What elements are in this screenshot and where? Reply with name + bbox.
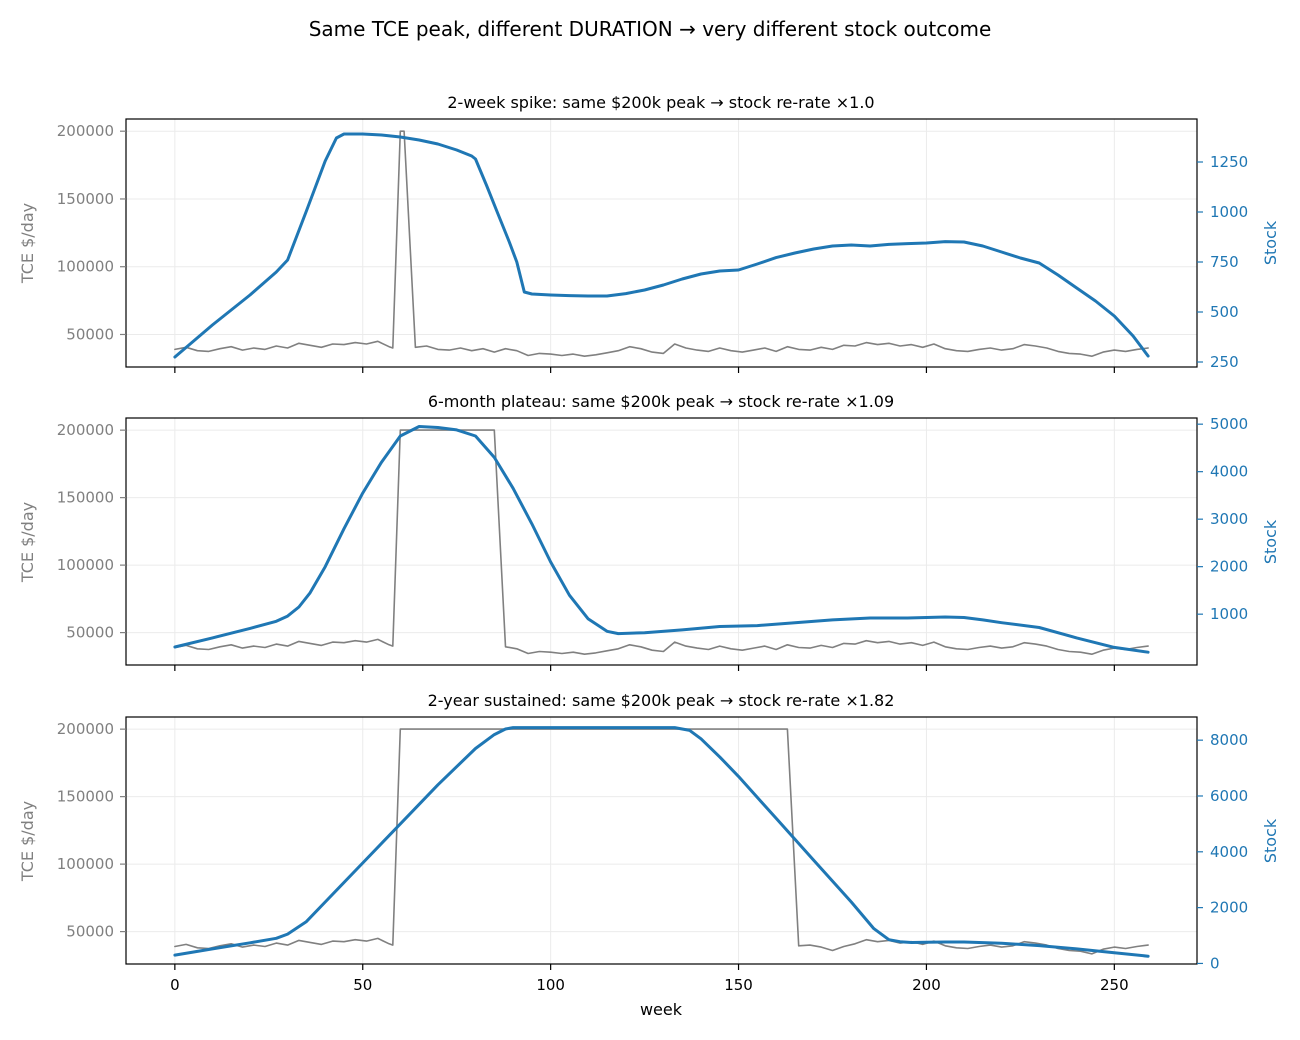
panel-title: 2-year sustained: same $200k peak → stoc… [428,691,895,710]
y-tick-label-right: 500 [1210,303,1239,321]
tce-series-line [174,728,1149,955]
x-tick-label: 250 [1100,976,1129,994]
x-tick-label: 200 [912,976,941,994]
y-tick-label-right: 1250 [1210,153,1248,171]
y-tick-label-right: 750 [1210,253,1239,271]
x-tick-label: 0 [170,976,180,994]
y-tick-label-left: 50000 [66,923,114,941]
y-tick-label-right: 3000 [1210,510,1248,528]
x-tick-label: 100 [536,976,565,994]
stock-series-line [173,425,1150,654]
panel-2-year-sustained: 2-year sustained: same $200k peak → stoc… [18,691,1280,994]
y-tick-label-left: 150000 [57,788,114,806]
y-tick-label-left: 100000 [57,258,114,276]
x-axis-label: week [640,1000,683,1019]
figure-title: Same TCE peak, different DURATION → very… [309,17,992,41]
y-tick-label-right: 2000 [1210,558,1248,576]
y-tick-label-right: 2000 [1210,899,1248,917]
y-tick-label-right: 4000 [1210,463,1248,481]
panel-6-month-plateau: 6-month plateau: same $200k peak → stock… [18,392,1280,671]
y-tick-label-left: 100000 [57,855,114,873]
x-tick-label: 150 [724,976,753,994]
y-tick-label-right: 1000 [1210,605,1248,623]
plot-frame [125,118,1198,368]
plot-frame [125,417,1198,666]
x-tick-label: 50 [353,976,372,994]
y-tick-label-left: 200000 [57,720,114,738]
tce-series-line [174,429,1149,655]
y-axis-label-left: TCE $/day [18,801,37,882]
panel-title: 2-week spike: same $200k peak → stock re… [447,93,874,112]
y-axis-label-right: Stock [1261,818,1280,863]
y-tick-label-left: 150000 [57,190,114,208]
stock-series-line [173,132,1150,359]
y-tick-label-right: 5000 [1210,415,1248,433]
y-tick-label-left: 50000 [66,325,114,343]
panel-2-week-spike: 2-week spike: same $200k peak → stock re… [18,93,1280,373]
y-tick-label-left: 200000 [57,421,114,439]
y-tick-label-left: 200000 [57,122,114,140]
y-axis-label-right: Stock [1261,519,1280,564]
y-tick-label-right: 8000 [1210,731,1248,749]
y-tick-label-right: 4000 [1210,843,1248,861]
y-tick-label-left: 100000 [57,556,114,574]
y-axis-label-left: TCE $/day [18,502,37,583]
y-axis-label-left: TCE $/day [18,203,37,284]
y-tick-label-left: 150000 [57,489,114,507]
y-tick-label-right: 0 [1210,954,1220,972]
panel-title: 6-month plateau: same $200k peak → stock… [428,392,894,411]
y-tick-label-right: 1000 [1210,203,1248,221]
y-axis-label-right: Stock [1261,220,1280,265]
y-tick-label-right: 6000 [1210,787,1248,805]
tce-series-line [174,130,1149,357]
y-tick-label-right: 250 [1210,353,1239,371]
y-tick-label-left: 50000 [66,624,114,642]
plot-frame [125,716,1198,965]
stock-series-line [173,726,1150,958]
